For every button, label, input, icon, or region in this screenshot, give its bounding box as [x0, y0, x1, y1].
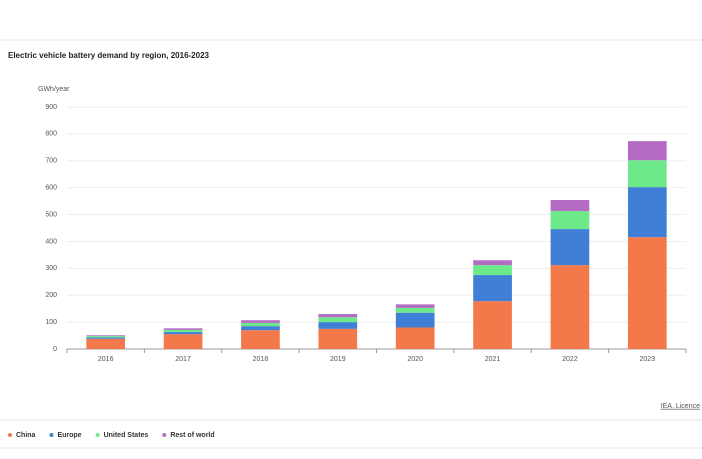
bar-segment: [473, 301, 512, 349]
legend-marker: [49, 433, 54, 437]
bar-segment: [86, 337, 126, 339]
y-tick-label: 400: [45, 238, 57, 245]
x-tick-label: 2016: [98, 356, 114, 363]
chart-title: Electric vehicle battery demand by regio…: [8, 51, 210, 60]
bar-segment: [163, 328, 203, 330]
bar-segment: [241, 326, 280, 331]
x-tick-label: 2022: [562, 356, 578, 363]
bar-segment: [395, 327, 435, 349]
bar-segment: [627, 187, 667, 238]
x-tick-label: 2018: [253, 356, 269, 363]
bar-segment: [473, 260, 512, 266]
y-tick-label: 500: [45, 211, 57, 218]
x-tick-label: 2021: [485, 356, 501, 363]
bar-segment: [241, 322, 280, 327]
bar-segment: [627, 160, 667, 188]
bar-segment: [395, 304, 435, 308]
y-tick-label: 0: [53, 346, 57, 353]
source[interactable]: IEA. Licence: [661, 403, 700, 410]
bar-segment: [163, 332, 203, 335]
y-axis-label: GWh/year: [38, 86, 70, 93]
y-tick-label: 900: [45, 104, 57, 111]
bar-segment: [86, 338, 126, 349]
x-tick-label: 2020: [407, 356, 423, 363]
x-tick-label: 2017: [175, 356, 191, 363]
bar-segment: [318, 314, 358, 318]
y-tick-label: 600: [45, 185, 57, 192]
legend-label: United States: [104, 432, 149, 439]
bar-segment: [318, 328, 358, 349]
y-tick-label: 300: [45, 265, 57, 272]
y-tick-label: 200: [45, 292, 57, 299]
legend-label: Rest of world: [170, 432, 214, 439]
legend-label: China: [16, 432, 36, 439]
x-tick-label: 2019: [330, 356, 346, 363]
legend-marker: [95, 433, 100, 437]
legend-marker: [8, 433, 12, 437]
bar-segment: [627, 141, 667, 161]
bar-segment: [473, 275, 512, 302]
bar-segment: [241, 330, 280, 349]
legend-marker: [162, 433, 167, 437]
bar-segment: [163, 334, 203, 349]
bar-segment: [550, 265, 590, 349]
y-tick-label: 800: [45, 131, 57, 138]
bar-segment: [550, 211, 590, 230]
bar-segment: [395, 312, 435, 328]
bar-segment: [473, 265, 512, 276]
legend-label: Europe: [57, 432, 81, 439]
y-tick-label: 700: [45, 158, 57, 165]
bar-segment: [550, 229, 590, 266]
bar-segment: [241, 320, 280, 323]
bar-segment: [395, 307, 435, 313]
bar-segment: [318, 322, 358, 329]
y-tick-label: 100: [45, 319, 57, 326]
bar-segment: [627, 237, 667, 349]
bar-segment: [550, 200, 590, 212]
bar-segment: [318, 317, 358, 323]
x-tick-label: 2023: [640, 356, 656, 363]
bar-segment: [163, 329, 203, 333]
bar-segment: [86, 335, 126, 337]
bar-segment: [86, 336, 126, 338]
